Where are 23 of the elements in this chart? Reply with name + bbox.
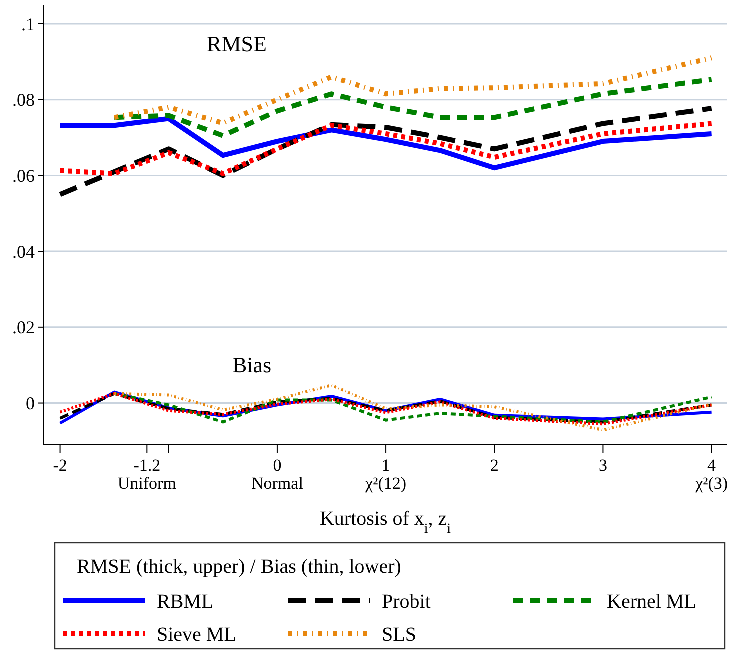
y-tick-label: 0: [26, 394, 35, 414]
x-tick-label: 0 Normal: [251, 456, 304, 493]
y-tick-label: .06: [12, 166, 35, 186]
x-tick-label: -2: [53, 456, 68, 475]
y-tick-label: .08: [12, 90, 35, 110]
legend-label: Probit: [382, 591, 432, 613]
x-tick-label: 2: [490, 456, 499, 475]
x-tick-label: 1 χ²(12): [364, 456, 407, 493]
x-tick-label: -1.2 Uniform: [118, 456, 176, 493]
annotation: Bias: [232, 352, 272, 378]
legend-label: RBML: [157, 591, 214, 613]
legend-label: Sieve ML: [157, 624, 236, 646]
x-tick-label: 3: [598, 456, 608, 475]
y-tick-label: .1: [22, 14, 35, 34]
y-tick-label: .02: [12, 318, 35, 338]
legend-label: Kernel ML: [607, 591, 696, 613]
annotation: RMSE: [207, 32, 267, 57]
x-tick-label: 4 χ²(3): [694, 456, 728, 493]
legend-title: RMSE (thick, upper) / Bias (thin, lower): [77, 556, 402, 578]
line-series: [113, 384, 714, 432]
x-axis-title: Kurtosis of x$_{i}$, z$_{i}$: [320, 508, 452, 536]
y-tick-label: .04: [12, 242, 35, 262]
legend-label: SLS: [382, 624, 416, 646]
